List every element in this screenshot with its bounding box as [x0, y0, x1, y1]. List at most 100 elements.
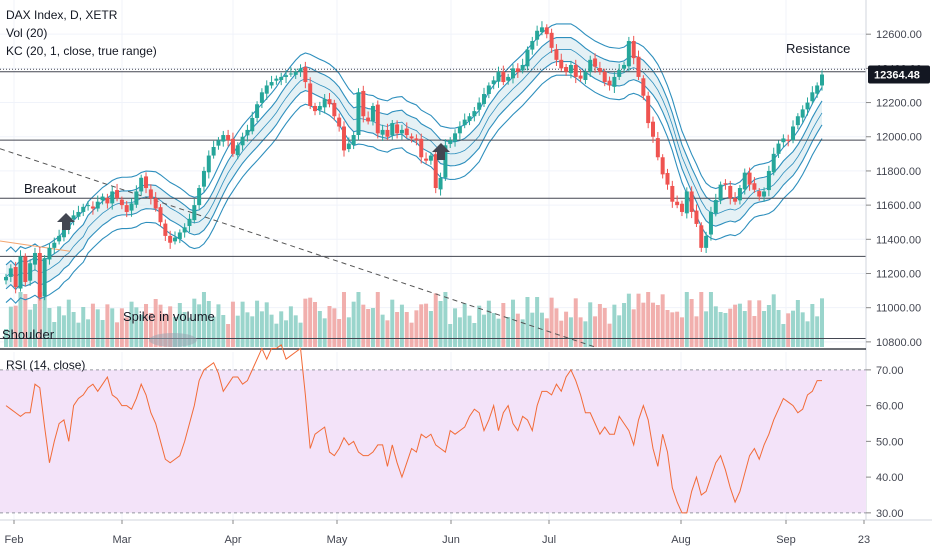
candle-body [216, 140, 221, 146]
rsi-band [0, 369, 866, 513]
candle-body [665, 172, 670, 185]
candle-body [428, 155, 433, 161]
candle-body [399, 129, 404, 134]
candle-body [530, 41, 535, 50]
volume-bar [279, 311, 284, 347]
candle-body [515, 68, 520, 72]
candle-body [81, 206, 86, 212]
candle-body [419, 138, 424, 158]
volume-bar [211, 316, 216, 347]
candle-body [380, 129, 385, 135]
volume-bar [308, 297, 313, 347]
candle-body [491, 80, 496, 85]
volume-bar [399, 304, 404, 347]
volume-spike-marker [149, 333, 197, 347]
volume-bar [520, 319, 525, 347]
candle-body [496, 71, 501, 82]
candle-body [61, 229, 66, 238]
volume-bar [742, 311, 747, 347]
candle-body [564, 67, 569, 72]
price-tick-label: 12000.00 [876, 132, 922, 144]
candle-body [535, 30, 540, 40]
candle-body [433, 154, 438, 189]
volume-bar [322, 318, 327, 347]
volume-bar [76, 322, 81, 347]
price-tick-label: 11200.00 [876, 268, 921, 280]
volume-bar [448, 324, 453, 347]
volume-bar [535, 297, 540, 347]
candle-body [559, 59, 564, 69]
candle-body [76, 211, 81, 217]
candle-body [187, 218, 192, 226]
candle-body [593, 58, 598, 67]
volume-bar [810, 304, 815, 347]
volume-bar [8, 306, 13, 347]
volume-bar [259, 311, 264, 347]
candle-body [708, 211, 713, 235]
volume-bar [564, 311, 569, 347]
candle-body [510, 68, 515, 79]
volume-bar [404, 312, 409, 347]
volume-bar [57, 306, 62, 347]
volume-bar [820, 298, 824, 347]
candle-body [699, 225, 704, 248]
candle-body [327, 99, 332, 105]
candle-body [631, 41, 636, 59]
candle-body [602, 71, 607, 83]
volume-bar [723, 313, 728, 347]
volume-bar [139, 314, 144, 347]
volume-bar [670, 312, 675, 347]
volume-bar [805, 321, 810, 347]
volume-bar [544, 318, 549, 347]
volume-bar [298, 322, 303, 347]
volume-bar [37, 292, 42, 347]
volume-bar [665, 310, 670, 347]
candle-body [679, 203, 684, 212]
volume-bar [617, 315, 622, 347]
volume-bar [689, 299, 694, 347]
volume-bar [158, 304, 163, 347]
time-tick-label: Mar [113, 534, 132, 546]
candle-body [18, 256, 23, 289]
volume-bar [115, 322, 120, 347]
volume-bar [733, 304, 738, 347]
candle-body [71, 215, 76, 220]
volume-bar [506, 317, 511, 347]
volume-bar [100, 320, 105, 347]
candle-body [728, 185, 733, 199]
volume-bar [110, 308, 115, 347]
candle-body [279, 76, 284, 80]
candle-body [607, 80, 612, 86]
volume-bar [491, 313, 496, 347]
candle-body [230, 138, 235, 154]
candle-body [139, 177, 144, 192]
volume-bar [390, 299, 395, 347]
volume-bar [409, 322, 414, 347]
volume-bar [177, 303, 182, 347]
candle-body [322, 99, 327, 108]
candle-body [675, 201, 680, 206]
candle-body [28, 263, 33, 281]
volume-bar [694, 316, 699, 347]
candle-body [153, 198, 158, 209]
candle-body [119, 199, 124, 206]
candle-body [781, 138, 786, 143]
candle-body [163, 223, 168, 236]
volume-bar [148, 313, 153, 347]
volume-bar [684, 292, 689, 347]
volume-bar [284, 320, 289, 347]
volume-bar [424, 303, 429, 347]
volume-bar [86, 319, 91, 347]
candle-body [554, 49, 559, 60]
up-arrow-icon [57, 213, 75, 230]
candle-body [366, 117, 371, 122]
volume-bar [472, 323, 477, 347]
candle-body [110, 191, 115, 204]
candle-body [815, 85, 820, 94]
volume-bar [462, 303, 467, 347]
volume-bar [255, 300, 260, 347]
volume-bar [366, 309, 371, 347]
candle-body [341, 126, 346, 151]
candle-body [313, 105, 318, 112]
